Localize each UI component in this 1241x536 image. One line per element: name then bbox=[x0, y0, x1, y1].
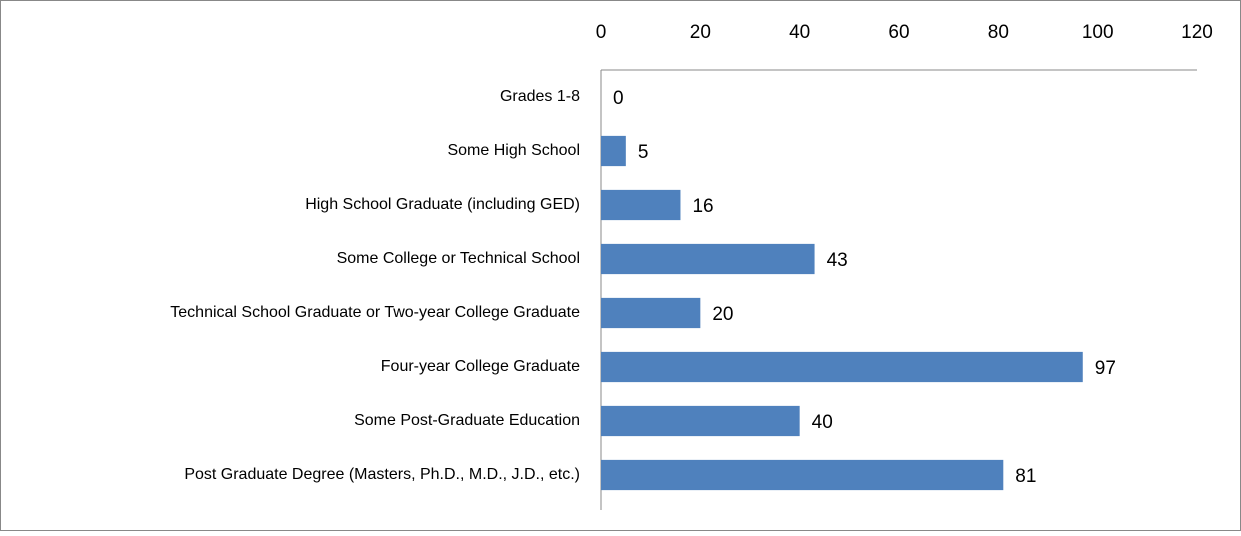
x-tick-label: 40 bbox=[789, 22, 810, 43]
data-label: 5 bbox=[638, 142, 649, 163]
x-tick-label: 100 bbox=[1082, 22, 1114, 43]
data-label: 20 bbox=[712, 304, 733, 325]
data-label: 81 bbox=[1015, 466, 1036, 487]
y-tick-label: Four-year College Graduate bbox=[381, 358, 580, 375]
y-tick-label: Some College or Technical School bbox=[337, 250, 580, 267]
y-tick-label: High School Graduate (including GED) bbox=[305, 196, 580, 213]
data-label: 16 bbox=[692, 196, 713, 217]
data-label: 97 bbox=[1095, 358, 1116, 379]
x-tick-label: 0 bbox=[596, 22, 607, 43]
bar bbox=[601, 405, 800, 437]
data-label: 40 bbox=[812, 412, 833, 433]
data-label: 0 bbox=[613, 88, 624, 109]
bar bbox=[601, 243, 815, 275]
y-tick-label: Some Post-Graduate Education bbox=[354, 412, 580, 429]
x-tick-label: 80 bbox=[988, 22, 1009, 43]
bar bbox=[601, 351, 1083, 383]
y-tick-label: Some High School bbox=[447, 142, 580, 159]
x-tick-label: 20 bbox=[690, 22, 711, 43]
bar bbox=[601, 189, 681, 221]
bar bbox=[601, 297, 701, 329]
x-tick-label: 120 bbox=[1181, 22, 1213, 43]
y-tick-label: Post Graduate Degree (Masters, Ph.D., M.… bbox=[184, 466, 580, 483]
y-tick-label: Grades 1-8 bbox=[500, 88, 580, 105]
bar bbox=[601, 459, 1004, 491]
x-tick-label: 60 bbox=[888, 22, 909, 43]
bar bbox=[601, 135, 626, 167]
data-label: 43 bbox=[827, 250, 848, 271]
y-tick-label: Technical School Graduate or Two-year Co… bbox=[170, 304, 580, 321]
